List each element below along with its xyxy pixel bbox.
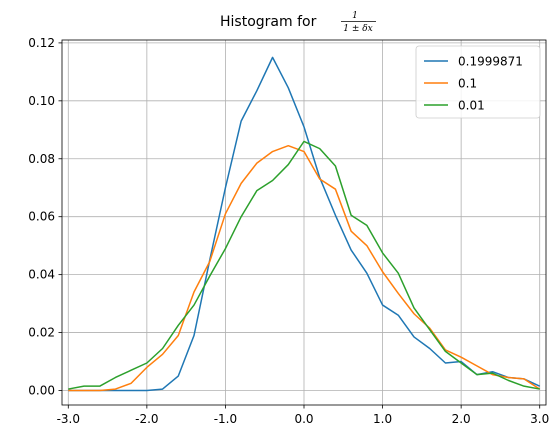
title-formula-denominator: 1 ± δx (343, 24, 372, 34)
y-tick-label: 0.06 (28, 210, 55, 224)
y-tick-label: 0.04 (28, 268, 55, 282)
y-tick-label: 0.00 (28, 384, 55, 398)
x-tick-label: 2.0 (452, 412, 471, 426)
y-tick-label: 0.12 (28, 36, 55, 50)
x-axis: -3.0 -2.0 -1.0 0.0 1.0 2.0 3.0 (57, 405, 549, 426)
x-tick-label: 0.0 (294, 412, 313, 426)
legend-label: 0.1999871 (458, 55, 523, 69)
legend-label: 0.1 (458, 77, 477, 91)
chart-title: Histogram for 1 1 ± δx (220, 11, 376, 34)
legend-label: 0.01 (458, 99, 485, 113)
series-lines (68, 56, 541, 392)
series-line-2 (68, 140, 540, 390)
y-tick-label: 0.10 (28, 94, 55, 108)
legend: 0.1999871 0.1 0.01 (415, 45, 541, 119)
chart-title-text: Histogram for (220, 14, 317, 30)
x-tick-label: 1.0 (373, 412, 392, 426)
series-line-1 (68, 144, 541, 392)
x-tick-label: -1.0 (214, 412, 237, 426)
title-formula-numerator: 1 (352, 11, 358, 21)
y-axis: 0.00 0.02 0.04 0.06 0.08 0.10 0.12 (28, 36, 62, 398)
x-tick-label: 3.0 (530, 412, 549, 426)
x-tick-label: -3.0 (57, 412, 80, 426)
x-tick-label: -2.0 (135, 412, 158, 426)
legend-box (415, 45, 541, 119)
series-line-0 (68, 56, 541, 392)
y-tick-label: 0.08 (28, 152, 55, 166)
y-tick-label: 0.02 (28, 326, 55, 340)
